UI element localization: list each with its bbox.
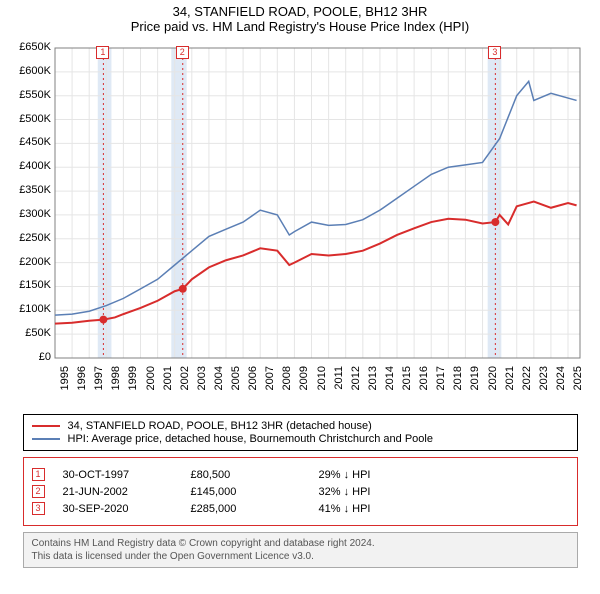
x-tick-label: 2021 <box>504 366 516 398</box>
sale-marker-box: 2 <box>176 46 189 59</box>
sale-row: 1 30-OCT-1997 £80,500 29% ↓ HPI <box>32 468 569 481</box>
x-tick-label: 2004 <box>213 366 225 398</box>
x-tick-label: 2007 <box>264 366 276 398</box>
x-tick-label: 2018 <box>452 366 464 398</box>
y-tick-label: £100K <box>10 303 51 315</box>
x-tick-label: 2001 <box>162 366 174 398</box>
x-tick-label: 1998 <box>110 366 122 398</box>
x-tick-label: 2003 <box>196 366 208 398</box>
y-tick-label: £150K <box>10 279 51 291</box>
legend-swatch <box>32 438 60 440</box>
y-tick-label: £600K <box>10 65 51 77</box>
y-tick-label: £250K <box>10 232 51 244</box>
x-tick-label: 2015 <box>401 366 413 398</box>
sale-row: 3 30-SEP-2020 £285,000 41% ↓ HPI <box>32 502 569 515</box>
y-tick-label: £350K <box>10 184 51 196</box>
y-tick-label: £0 <box>10 351 51 363</box>
x-tick-label: 2013 <box>367 366 379 398</box>
x-tick-label: 2006 <box>247 366 259 398</box>
sale-price: £145,000 <box>191 486 301 498</box>
legend-label: 34, STANFIELD ROAD, POOLE, BH12 3HR (det… <box>68 420 372 432</box>
x-tick-label: 1999 <box>127 366 139 398</box>
y-tick-label: £200K <box>10 256 51 268</box>
sale-delta: 32% ↓ HPI <box>319 486 371 498</box>
y-tick-label: £450K <box>10 136 51 148</box>
x-tick-label: 2022 <box>521 366 533 398</box>
x-tick-label: 2016 <box>418 366 430 398</box>
footer-line: Contains HM Land Registry data © Crown c… <box>32 537 569 550</box>
y-tick-label: £400K <box>10 160 51 172</box>
x-tick-label: 2011 <box>333 366 345 398</box>
legend-label: HPI: Average price, detached house, Bour… <box>68 433 433 445</box>
y-tick-label: £300K <box>10 208 51 220</box>
sale-delta: 29% ↓ HPI <box>319 469 371 481</box>
y-tick-label: £650K <box>10 41 51 53</box>
sale-date: 21-JUN-2002 <box>63 486 173 498</box>
legend-item: 34, STANFIELD ROAD, POOLE, BH12 3HR (det… <box>32 420 569 432</box>
sale-price: £285,000 <box>191 503 301 515</box>
x-tick-label: 1997 <box>93 366 105 398</box>
sale-marker: 1 <box>32 468 45 481</box>
footer-line: This data is licensed under the Open Gov… <box>32 550 569 563</box>
legend-item: HPI: Average price, detached house, Bour… <box>32 433 569 445</box>
chart-container: £0 £50K £100K £150K £200K £250K £300K £350K £400… <box>10 40 590 410</box>
x-tick-label: 2020 <box>487 366 499 398</box>
x-tick-label: 2017 <box>435 366 447 398</box>
x-tick-label: 2008 <box>281 366 293 398</box>
legend: 34, STANFIELD ROAD, POOLE, BH12 3HR (det… <box>23 414 578 451</box>
sale-marker: 2 <box>32 485 45 498</box>
sale-row: 2 21-JUN-2002 £145,000 32% ↓ HPI <box>32 485 569 498</box>
legend-swatch <box>32 425 60 427</box>
sale-marker: 3 <box>32 502 45 515</box>
sale-marker-box: 3 <box>488 46 501 59</box>
x-tick-label: 2000 <box>145 366 157 398</box>
x-tick-label: 1996 <box>76 366 88 398</box>
x-tick-label: 2012 <box>350 366 362 398</box>
x-tick-label: 1995 <box>59 366 71 398</box>
x-tick-label: 2023 <box>538 366 550 398</box>
x-tick-label: 2005 <box>230 366 242 398</box>
x-tick-label: 2002 <box>179 366 191 398</box>
x-tick-label: 2010 <box>316 366 328 398</box>
price-chart <box>10 40 590 410</box>
x-tick-label: 2024 <box>555 366 567 398</box>
x-tick-label: 2009 <box>298 366 310 398</box>
sale-delta: 41% ↓ HPI <box>319 503 371 515</box>
y-tick-label: £50K <box>10 327 51 339</box>
y-tick-label: £500K <box>10 113 51 125</box>
sale-date: 30-SEP-2020 <box>63 503 173 515</box>
sales-table: 1 30-OCT-1997 £80,500 29% ↓ HPI 2 21-JUN… <box>23 457 578 526</box>
sale-price: £80,500 <box>191 469 301 481</box>
footer-attribution: Contains HM Land Registry data © Crown c… <box>23 532 578 568</box>
x-tick-label: 2019 <box>469 366 481 398</box>
x-tick-label: 2025 <box>572 366 584 398</box>
chart-subtitle: Price paid vs. HM Land Registry's House … <box>0 19 600 34</box>
chart-title: 34, STANFIELD ROAD, POOLE, BH12 3HR <box>0 4 600 19</box>
x-tick-label: 2014 <box>384 366 396 398</box>
sale-date: 30-OCT-1997 <box>63 469 173 481</box>
sale-marker-box: 1 <box>96 46 109 59</box>
y-tick-label: £550K <box>10 89 51 101</box>
